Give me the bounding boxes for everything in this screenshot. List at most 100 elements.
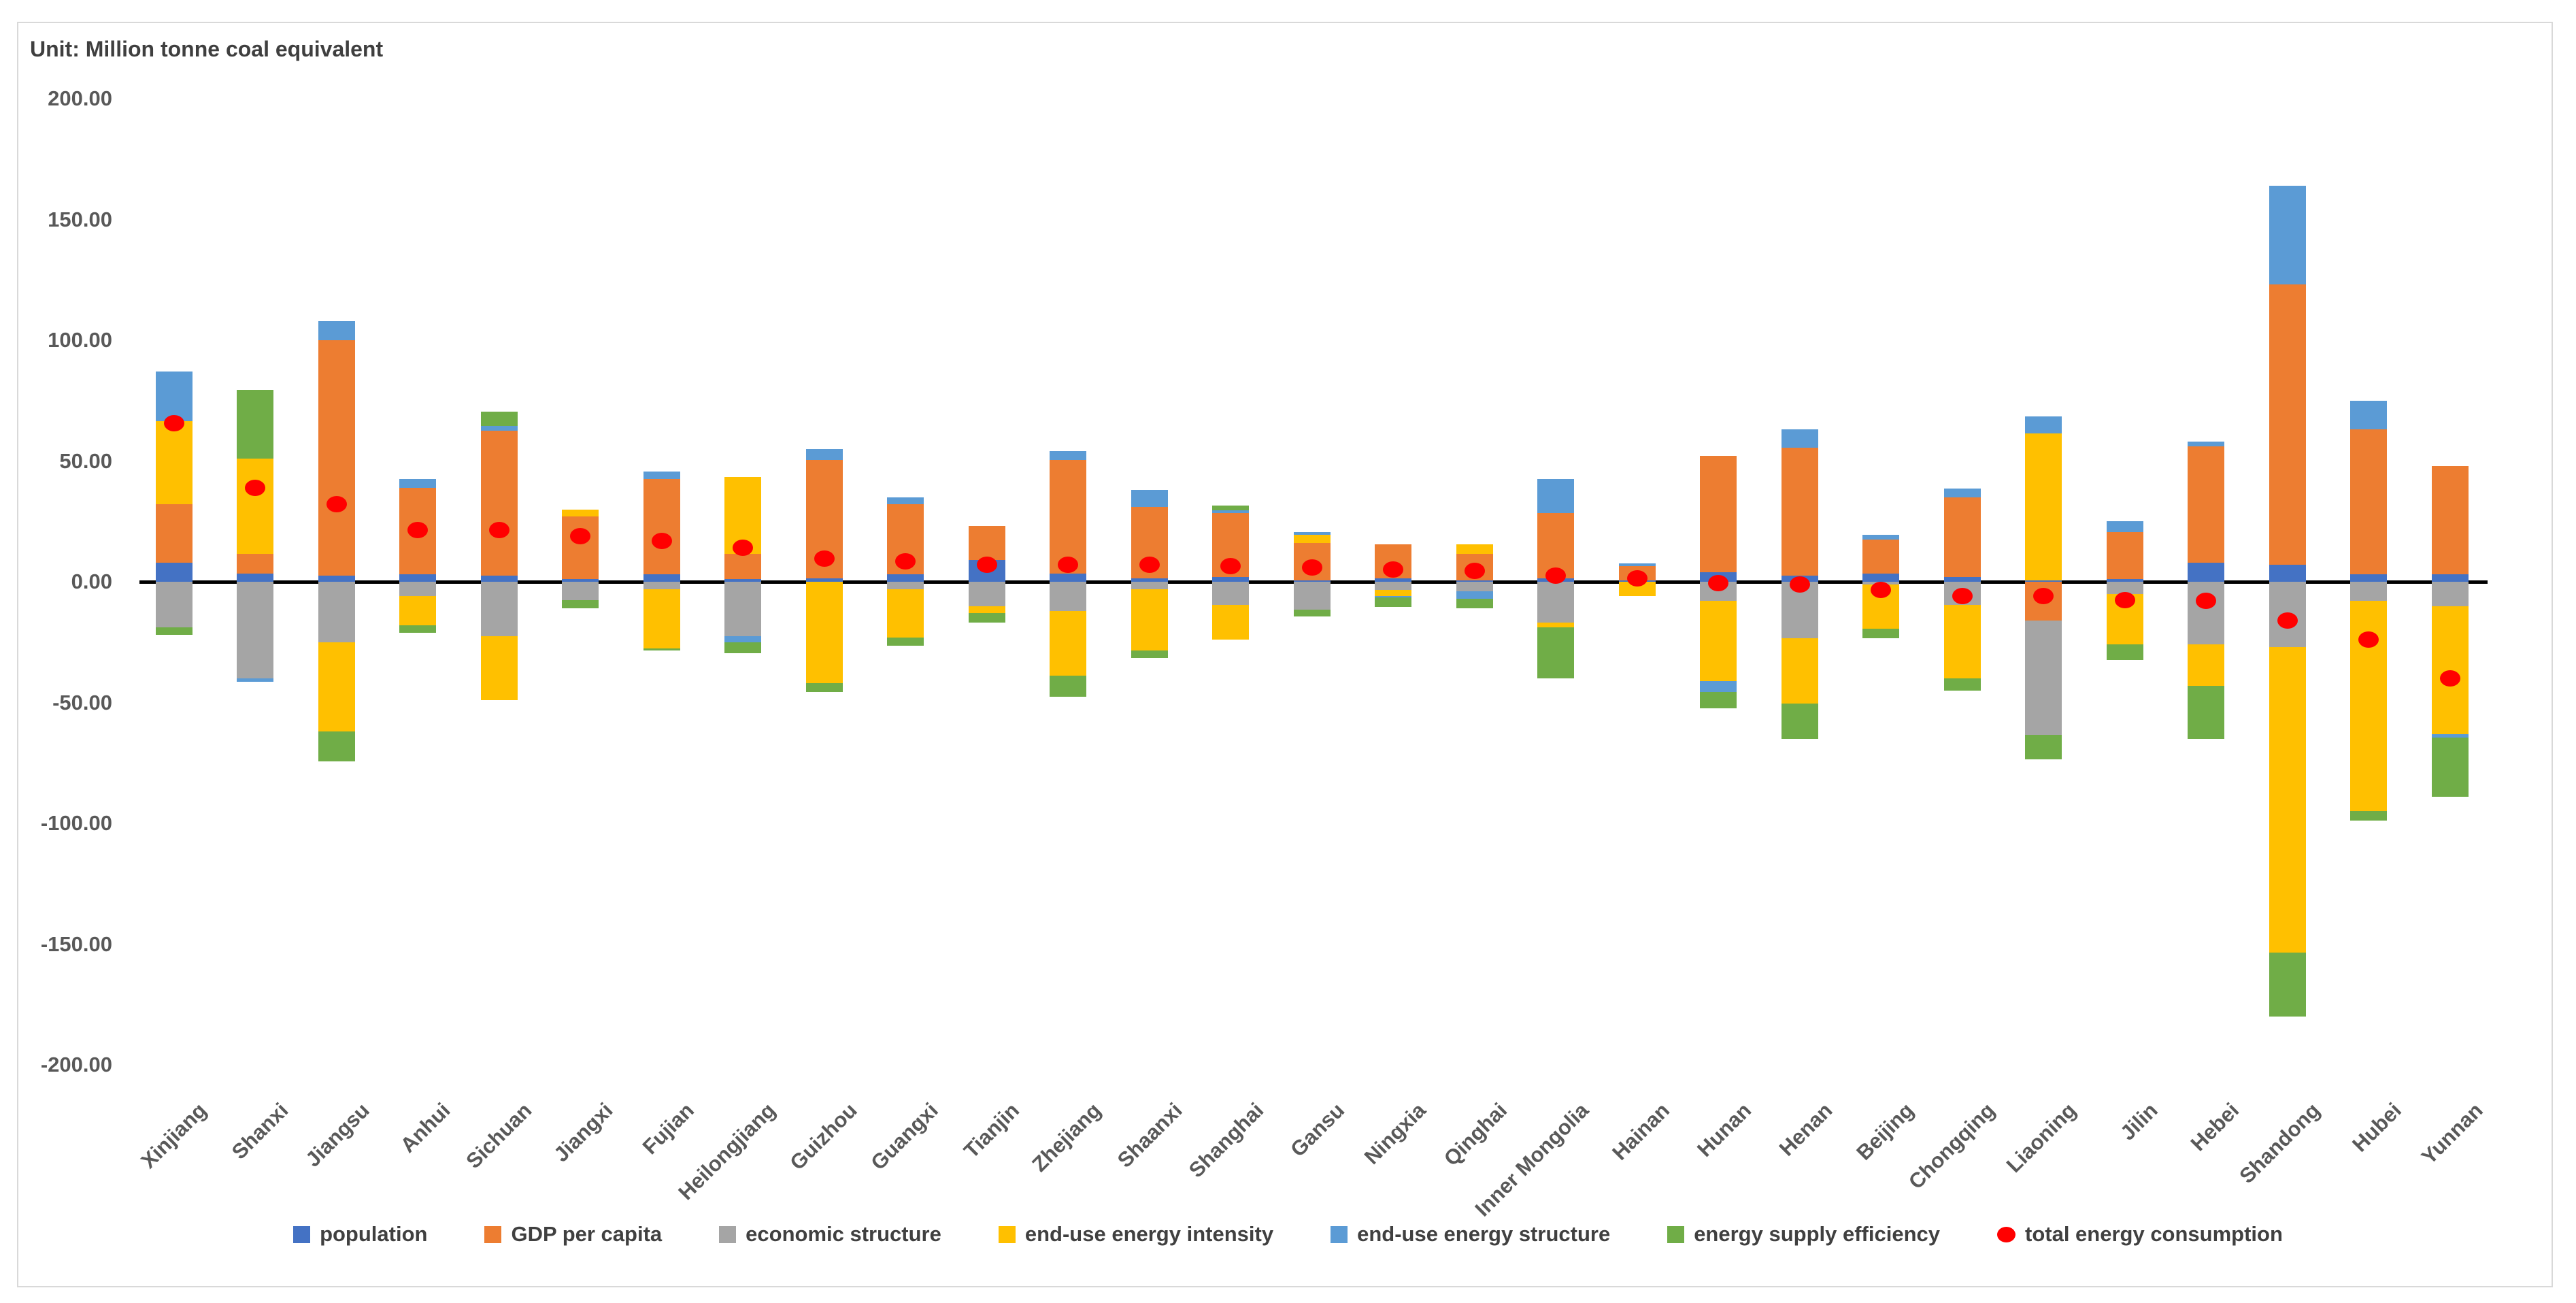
bar-segment-henan-energy-supply-efficiency[interactable] (1781, 704, 1818, 739)
bar-segment-fujian-gdp-per-capita[interactable] (643, 479, 680, 575)
bar-segment-inner-mongolia-energy-supply-efficiency[interactable] (1537, 627, 1575, 678)
bar-segment-shaanxi-energy-supply-efficiency[interactable] (1131, 650, 1168, 658)
bar-segment-jiangsu-gdp-per-capita[interactable] (318, 340, 355, 576)
bar-segment-tianjin-energy-supply-efficiency[interactable] (968, 613, 1005, 623)
bar-segment-liaoning-energy-supply-efficiency[interactable] (2025, 735, 2062, 759)
bar-segment-shanghai-end-use-energy-structure[interactable] (1212, 510, 1250, 513)
total-dot-hebei[interactable] (2196, 593, 2217, 610)
bar-segment-jilin-energy-supply-efficiency[interactable] (2106, 644, 2143, 661)
bar-segment-ningxia-energy-supply-efficiency[interactable] (1375, 597, 1412, 608)
total-dot-beijing[interactable] (1871, 582, 1892, 599)
bar-segment-jiangxi-population[interactable] (562, 579, 599, 582)
bar-segment-guangxi-energy-supply-efficiency[interactable] (887, 637, 924, 646)
bar-segment-shanghai-energy-supply-efficiency[interactable] (1212, 506, 1250, 511)
bar-segment-fujian-energy-supply-efficiency[interactable] (643, 648, 680, 651)
bar-segment-gansu-economic-structure[interactable] (1293, 582, 1331, 610)
total-dot-chongqing[interactable] (1952, 588, 1973, 605)
bar-segment-hebei-economic-structure[interactable] (2188, 582, 2225, 645)
bar-segment-inner-mongolia-end-use-energy-structure[interactable] (1537, 479, 1575, 513)
bar-segment-jilin-end-use-energy-structure[interactable] (2106, 521, 2143, 533)
bar-segment-anhui-end-use-energy-structure[interactable] (399, 479, 437, 488)
bar-segment-hunan-end-use-energy-intensity[interactable] (1700, 601, 1737, 681)
bar-segment-qinghai-energy-supply-efficiency[interactable] (1456, 598, 1493, 609)
total-dot-shanghai[interactable] (1220, 557, 1241, 574)
bar-segment-heilongjiang-energy-supply-efficiency[interactable] (724, 642, 762, 653)
bar-segment-beijing-energy-supply-efficiency[interactable] (1862, 629, 1900, 639)
bar-segment-hubei-gdp-per-capita[interactable] (2350, 429, 2388, 575)
bar-segment-liaoning-economic-structure[interactable] (2025, 620, 2062, 736)
bar-segment-sichuan-energy-supply-efficiency[interactable] (480, 411, 518, 427)
bar-segment-ningxia-economic-structure[interactable] (1375, 582, 1412, 591)
bar-segment-xinjiang-end-use-energy-structure[interactable] (155, 372, 193, 421)
bar-segment-zhejiang-population[interactable] (1050, 573, 1087, 582)
bar-segment-sichuan-end-use-energy-structure[interactable] (480, 426, 518, 431)
bar-segment-tianjin-economic-structure[interactable] (968, 582, 1005, 606)
bar-segment-jilin-population[interactable] (2106, 579, 2143, 582)
bar-segment-yunnan-end-use-energy-intensity[interactable] (2431, 606, 2469, 734)
bar-segment-xinjiang-end-use-energy-intensity[interactable] (155, 420, 193, 505)
bar-segment-chongqing-end-use-energy-intensity[interactable] (1943, 604, 1981, 678)
total-dot-jiangxi[interactable] (570, 527, 591, 544)
bar-segment-yunnan-population[interactable] (2431, 574, 2469, 582)
total-dot-anhui[interactable] (407, 521, 429, 538)
bar-segment-shandong-end-use-energy-intensity[interactable] (2269, 646, 2306, 953)
bar-segment-hebei-population[interactable] (2188, 562, 2225, 582)
bar-segment-jiangsu-energy-supply-efficiency[interactable] (318, 731, 355, 762)
bar-segment-yunnan-energy-supply-efficiency[interactable] (2431, 737, 2469, 797)
total-dot-tianjin[interactable] (976, 557, 997, 574)
bar-segment-henan-end-use-energy-structure[interactable] (1781, 429, 1818, 448)
bar-segment-zhejiang-economic-structure[interactable] (1050, 582, 1087, 611)
bar-segment-heilongjiang-population[interactable] (724, 579, 762, 582)
bar-segment-jiangxi-gdp-per-capita[interactable] (562, 516, 599, 580)
total-dot-jiangsu[interactable] (326, 496, 347, 513)
bar-segment-zhejiang-end-use-energy-intensity[interactable] (1050, 610, 1087, 676)
legend-item-gdp-per-capita[interactable]: GDP per capita (484, 1222, 662, 1247)
legend-item-end-use-energy-intensity[interactable]: end-use energy intensity (998, 1222, 1273, 1247)
bar-segment-hubei-energy-supply-efficiency[interactable] (2350, 811, 2388, 821)
bar-segment-hebei-end-use-energy-intensity[interactable] (2188, 644, 2225, 686)
bar-segment-jiangsu-end-use-energy-intensity[interactable] (318, 642, 355, 732)
bar-segment-yunnan-economic-structure[interactable] (2431, 582, 2469, 606)
bar-segment-fujian-population[interactable] (643, 574, 680, 582)
bar-segment-beijing-gdp-per-capita[interactable] (1862, 539, 1900, 574)
bar-segment-heilongjiang-end-use-energy-structure[interactable] (724, 636, 762, 642)
bar-segment-guangxi-population[interactable] (887, 574, 924, 582)
bar-segment-yunnan-gdp-per-capita[interactable] (2431, 465, 2469, 575)
bar-segment-shanxi-population[interactable] (237, 573, 274, 582)
bar-segment-shanghai-population[interactable] (1212, 576, 1250, 582)
bar-segment-guizhou-end-use-energy-intensity[interactable] (805, 582, 843, 684)
bar-segment-xinjiang-economic-structure[interactable] (155, 582, 193, 628)
legend-item-population[interactable]: population (293, 1222, 427, 1247)
bar-segment-jiangsu-population[interactable] (318, 576, 355, 582)
bar-segment-shandong-energy-supply-efficiency[interactable] (2269, 952, 2306, 1017)
bar-segment-hainan-end-use-energy-intensity[interactable] (1618, 582, 1656, 597)
total-dot-fujian[interactable] (651, 532, 672, 549)
bar-segment-gansu-end-use-energy-intensity[interactable] (1293, 534, 1331, 544)
bar-segment-guizhou-population[interactable] (805, 578, 843, 582)
bar-segment-qinghai-population[interactable] (1456, 580, 1493, 582)
total-dot-henan[interactable] (1789, 576, 1810, 593)
bar-segment-shanxi-end-use-energy-intensity[interactable] (237, 458, 274, 555)
bar-segment-beijing-end-use-energy-structure[interactable] (1862, 534, 1900, 540)
bar-segment-hunan-energy-supply-efficiency[interactable] (1700, 691, 1737, 709)
bar-segment-shanghai-end-use-energy-intensity[interactable] (1212, 604, 1250, 640)
bar-segment-jiangxi-energy-supply-efficiency[interactable] (562, 599, 599, 609)
bar-segment-qinghai-end-use-energy-structure[interactable] (1456, 591, 1493, 599)
bar-segment-hainan-end-use-energy-structure[interactable] (1618, 563, 1656, 566)
bar-segment-hebei-energy-supply-efficiency[interactable] (2188, 685, 2225, 739)
bar-segment-heilongjiang-gdp-per-capita[interactable] (724, 554, 762, 580)
legend-item-total-energy-consumption[interactable]: total energy consumption (1997, 1222, 2283, 1247)
bar-segment-tianjin-end-use-energy-intensity[interactable] (968, 606, 1005, 614)
bar-segment-sichuan-end-use-energy-intensity[interactable] (480, 636, 518, 700)
bar-segment-shaanxi-population[interactable] (1131, 578, 1168, 582)
bar-segment-guangxi-economic-structure[interactable] (887, 582, 924, 589)
bar-segment-ningxia-end-use-energy-structure[interactable] (1375, 596, 1412, 598)
bar-segment-fujian-end-use-energy-structure[interactable] (643, 472, 680, 480)
bar-segment-jiangsu-economic-structure[interactable] (318, 582, 355, 642)
bar-segment-hebei-end-use-energy-structure[interactable] (2188, 442, 2225, 447)
bar-segment-hubei-end-use-energy-structure[interactable] (2350, 400, 2388, 430)
bar-segment-guangxi-end-use-energy-structure[interactable] (887, 497, 924, 505)
bar-segment-guizhou-end-use-energy-structure[interactable] (805, 448, 843, 460)
bar-segment-xinjiang-population[interactable] (155, 562, 193, 582)
total-dot-hubei[interactable] (2358, 631, 2379, 648)
